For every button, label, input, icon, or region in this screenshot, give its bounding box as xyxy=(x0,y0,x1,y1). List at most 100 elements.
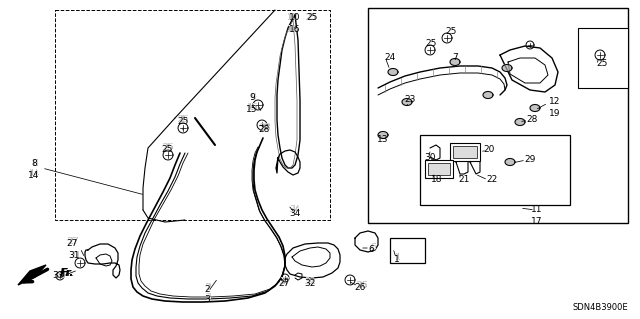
Text: 25: 25 xyxy=(177,116,189,125)
Polygon shape xyxy=(505,159,515,166)
Text: 14: 14 xyxy=(29,168,41,177)
Text: 8: 8 xyxy=(32,159,38,167)
Text: 31: 31 xyxy=(68,251,80,261)
Text: 28: 28 xyxy=(259,125,269,135)
Polygon shape xyxy=(18,265,46,285)
Text: 18: 18 xyxy=(431,175,443,184)
Text: 28: 28 xyxy=(259,123,271,132)
Polygon shape xyxy=(502,64,512,71)
Text: 32: 32 xyxy=(304,278,316,287)
Bar xyxy=(390,238,425,263)
Text: 17: 17 xyxy=(531,218,543,226)
Text: 27: 27 xyxy=(67,239,77,248)
Text: Fr.: Fr. xyxy=(62,268,75,278)
Bar xyxy=(425,160,453,178)
Text: Fr.: Fr. xyxy=(60,268,74,278)
Text: 24: 24 xyxy=(385,53,396,62)
Text: 31: 31 xyxy=(69,250,81,259)
Text: 25: 25 xyxy=(305,13,317,23)
Text: 2: 2 xyxy=(204,285,210,293)
Polygon shape xyxy=(450,58,460,65)
Text: 26: 26 xyxy=(355,283,365,292)
Text: 6: 6 xyxy=(370,243,376,253)
Text: 6: 6 xyxy=(370,243,376,253)
Polygon shape xyxy=(530,105,540,112)
Text: 21: 21 xyxy=(458,175,470,184)
Text: 8: 8 xyxy=(31,159,37,167)
Text: 25: 25 xyxy=(177,115,189,124)
Polygon shape xyxy=(483,92,493,99)
Text: 15: 15 xyxy=(247,103,259,113)
Text: 32: 32 xyxy=(304,278,316,286)
Text: 26: 26 xyxy=(356,280,368,290)
Text: 13: 13 xyxy=(377,136,388,145)
Text: 27: 27 xyxy=(279,278,291,286)
Text: 29: 29 xyxy=(524,155,536,165)
Text: 9: 9 xyxy=(250,93,256,102)
Text: 27: 27 xyxy=(279,278,291,286)
Text: 25: 25 xyxy=(426,39,436,48)
Text: 3: 3 xyxy=(205,293,211,302)
Polygon shape xyxy=(515,118,525,125)
Text: 3: 3 xyxy=(205,293,211,302)
Polygon shape xyxy=(388,69,398,76)
Bar xyxy=(453,146,477,158)
Text: 2: 2 xyxy=(205,284,211,293)
Bar xyxy=(368,8,628,223)
Text: 25: 25 xyxy=(163,144,173,152)
Text: 16: 16 xyxy=(289,25,301,33)
Text: 25: 25 xyxy=(177,115,189,124)
Text: 7: 7 xyxy=(452,53,458,62)
Text: 26: 26 xyxy=(356,280,368,290)
Text: 10: 10 xyxy=(287,13,299,23)
Text: 14: 14 xyxy=(29,168,41,177)
Text: 10: 10 xyxy=(289,12,301,21)
Text: 33: 33 xyxy=(54,271,66,279)
Text: 25: 25 xyxy=(163,144,173,152)
Text: 28: 28 xyxy=(526,115,538,124)
Text: 15: 15 xyxy=(247,103,259,113)
Text: 20: 20 xyxy=(483,145,495,154)
Polygon shape xyxy=(402,99,412,106)
Text: 33: 33 xyxy=(52,271,64,280)
Text: 28: 28 xyxy=(259,123,271,132)
Text: 31: 31 xyxy=(69,250,81,259)
Bar xyxy=(420,135,570,205)
Polygon shape xyxy=(378,131,388,138)
Text: 30: 30 xyxy=(424,152,436,161)
Text: 33: 33 xyxy=(54,271,66,279)
Text: 27: 27 xyxy=(278,278,290,287)
Text: 10: 10 xyxy=(287,13,299,23)
Text: 27: 27 xyxy=(67,238,79,247)
Text: 2: 2 xyxy=(205,284,211,293)
Text: 19: 19 xyxy=(549,109,561,118)
Text: 34: 34 xyxy=(289,209,301,218)
Bar xyxy=(450,143,480,161)
Text: 23: 23 xyxy=(404,95,416,105)
Text: 34: 34 xyxy=(289,205,301,214)
Text: 1: 1 xyxy=(395,254,401,263)
Text: 1: 1 xyxy=(394,255,400,263)
Text: 3: 3 xyxy=(204,295,210,305)
Text: 25: 25 xyxy=(161,145,173,153)
Text: 1: 1 xyxy=(395,254,401,263)
Text: 15: 15 xyxy=(246,106,258,115)
Text: 25: 25 xyxy=(305,13,317,23)
Text: 25: 25 xyxy=(307,13,317,23)
Text: 25: 25 xyxy=(445,26,457,35)
Text: 32: 32 xyxy=(304,278,316,286)
Text: 9: 9 xyxy=(250,93,256,102)
Text: 12: 12 xyxy=(549,98,561,107)
Text: 16: 16 xyxy=(287,26,299,34)
Text: 16: 16 xyxy=(287,26,299,34)
Bar xyxy=(428,163,450,175)
Text: 9: 9 xyxy=(249,93,255,102)
Text: 25: 25 xyxy=(596,60,608,69)
Text: 27: 27 xyxy=(67,238,79,247)
Text: 22: 22 xyxy=(486,175,498,184)
Bar xyxy=(578,28,628,88)
Text: 34: 34 xyxy=(289,205,301,214)
Text: 11: 11 xyxy=(531,205,543,214)
Text: 14: 14 xyxy=(28,170,40,180)
Text: 8: 8 xyxy=(32,159,38,167)
